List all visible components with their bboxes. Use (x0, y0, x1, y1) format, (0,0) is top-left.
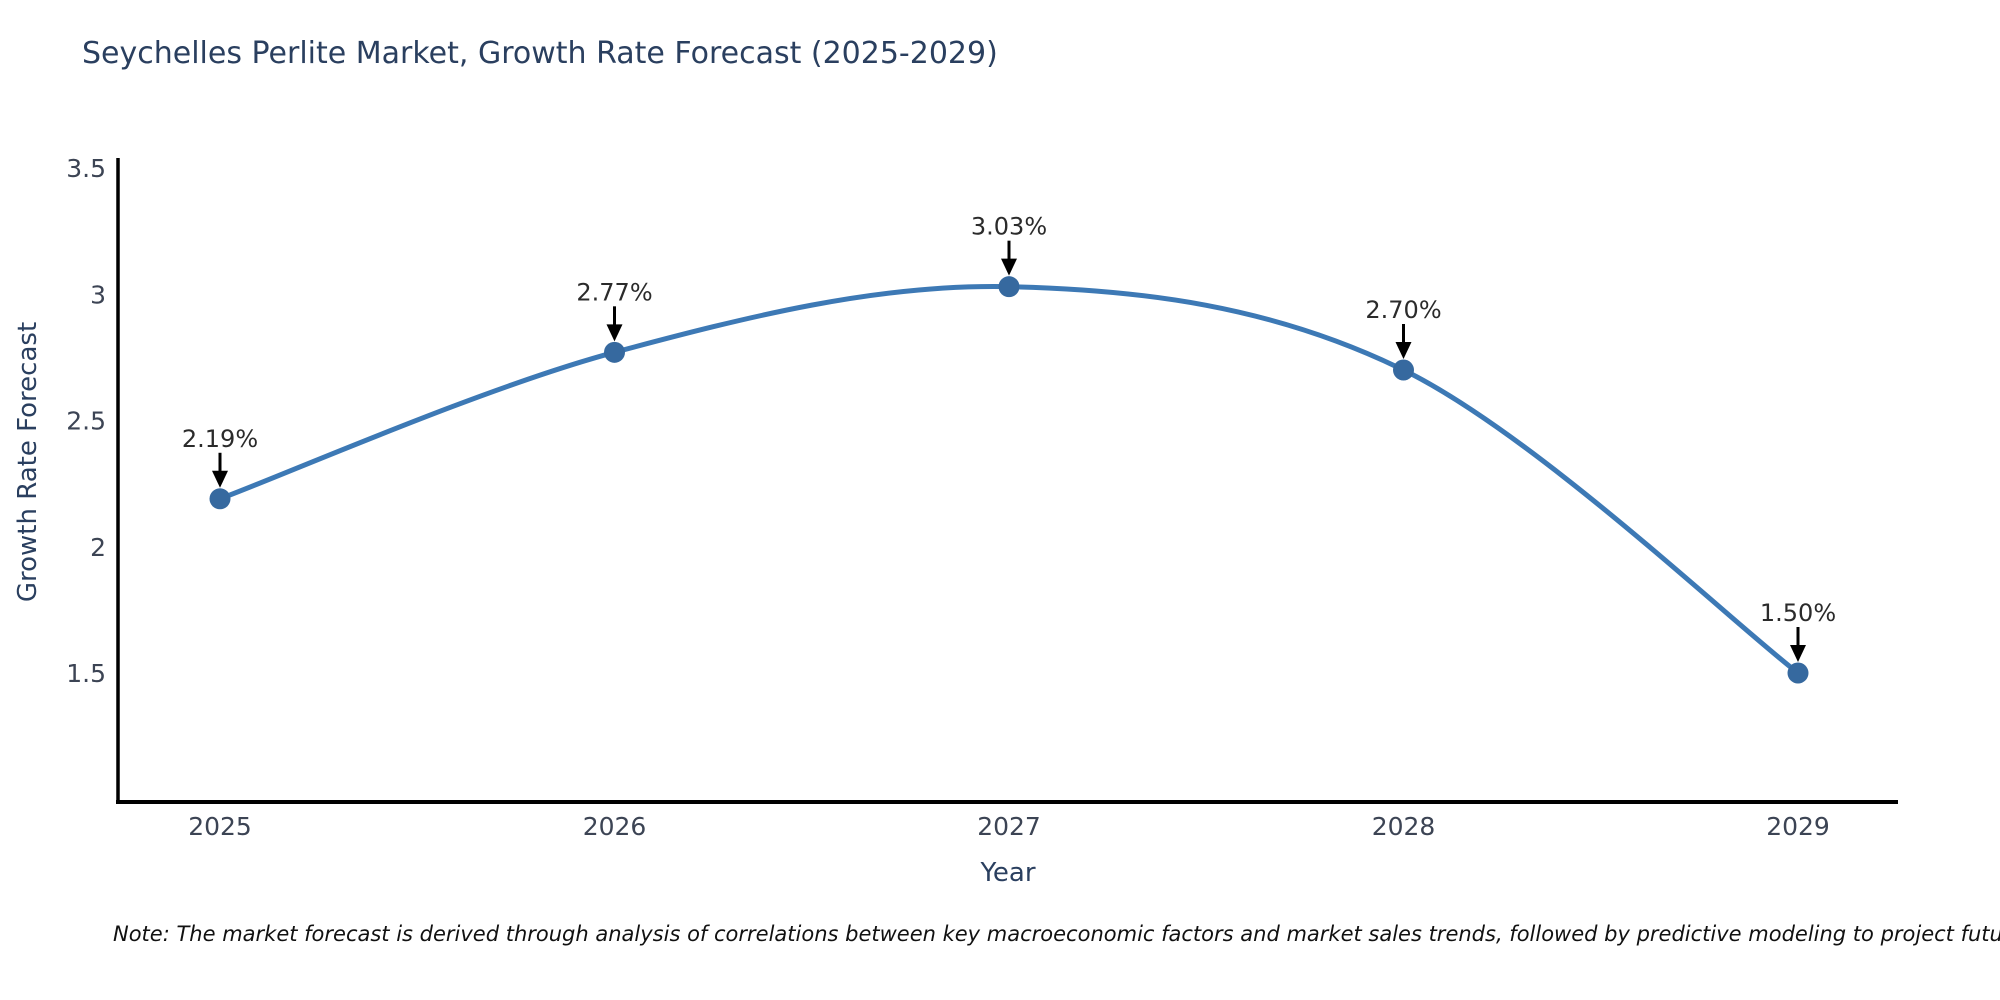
data-point-marker (1787, 662, 1809, 684)
annotation-arrow-head (1395, 342, 1412, 359)
data-point-label: 2.70% (1365, 296, 1441, 324)
chart-title: Seychelles Perlite Market, Growth Rate F… (82, 36, 998, 71)
x-tick-label: 2027 (977, 812, 1041, 841)
x-axis-title: Year (980, 858, 1036, 888)
x-tick-label: 2025 (188, 812, 252, 841)
data-point-marker (604, 341, 625, 363)
annotation-arrow-head (606, 324, 623, 342)
y-tick-label: 3 (90, 280, 106, 309)
data-point-label: 2.77% (576, 278, 652, 306)
y-tick-label: 3.5 (66, 154, 106, 183)
data-point-marker (998, 276, 1020, 298)
y-tick-label: 1.5 (66, 659, 106, 688)
footnote: Note: The market forecast is derived thr… (113, 922, 2000, 946)
annotation-arrow-head (212, 470, 228, 488)
x-tick-label: 2026 (583, 812, 647, 841)
data-point-marker (209, 488, 231, 510)
x-tick-label: 2029 (1766, 812, 1830, 841)
annotation-arrow-head (1790, 645, 1806, 662)
data-point-label: 1.50% (1760, 599, 1836, 627)
data-point-marker (1393, 359, 1414, 381)
y-tick-label: 2 (90, 533, 106, 562)
y-tick-label: 2.5 (66, 407, 106, 436)
annotation-arrow-head (1001, 258, 1017, 276)
data-point-label: 3.03% (971, 213, 1047, 241)
data-point-label: 2.19% (182, 425, 258, 453)
trend-line (217, 283, 1801, 676)
x-tick-label: 2028 (1372, 812, 1436, 841)
